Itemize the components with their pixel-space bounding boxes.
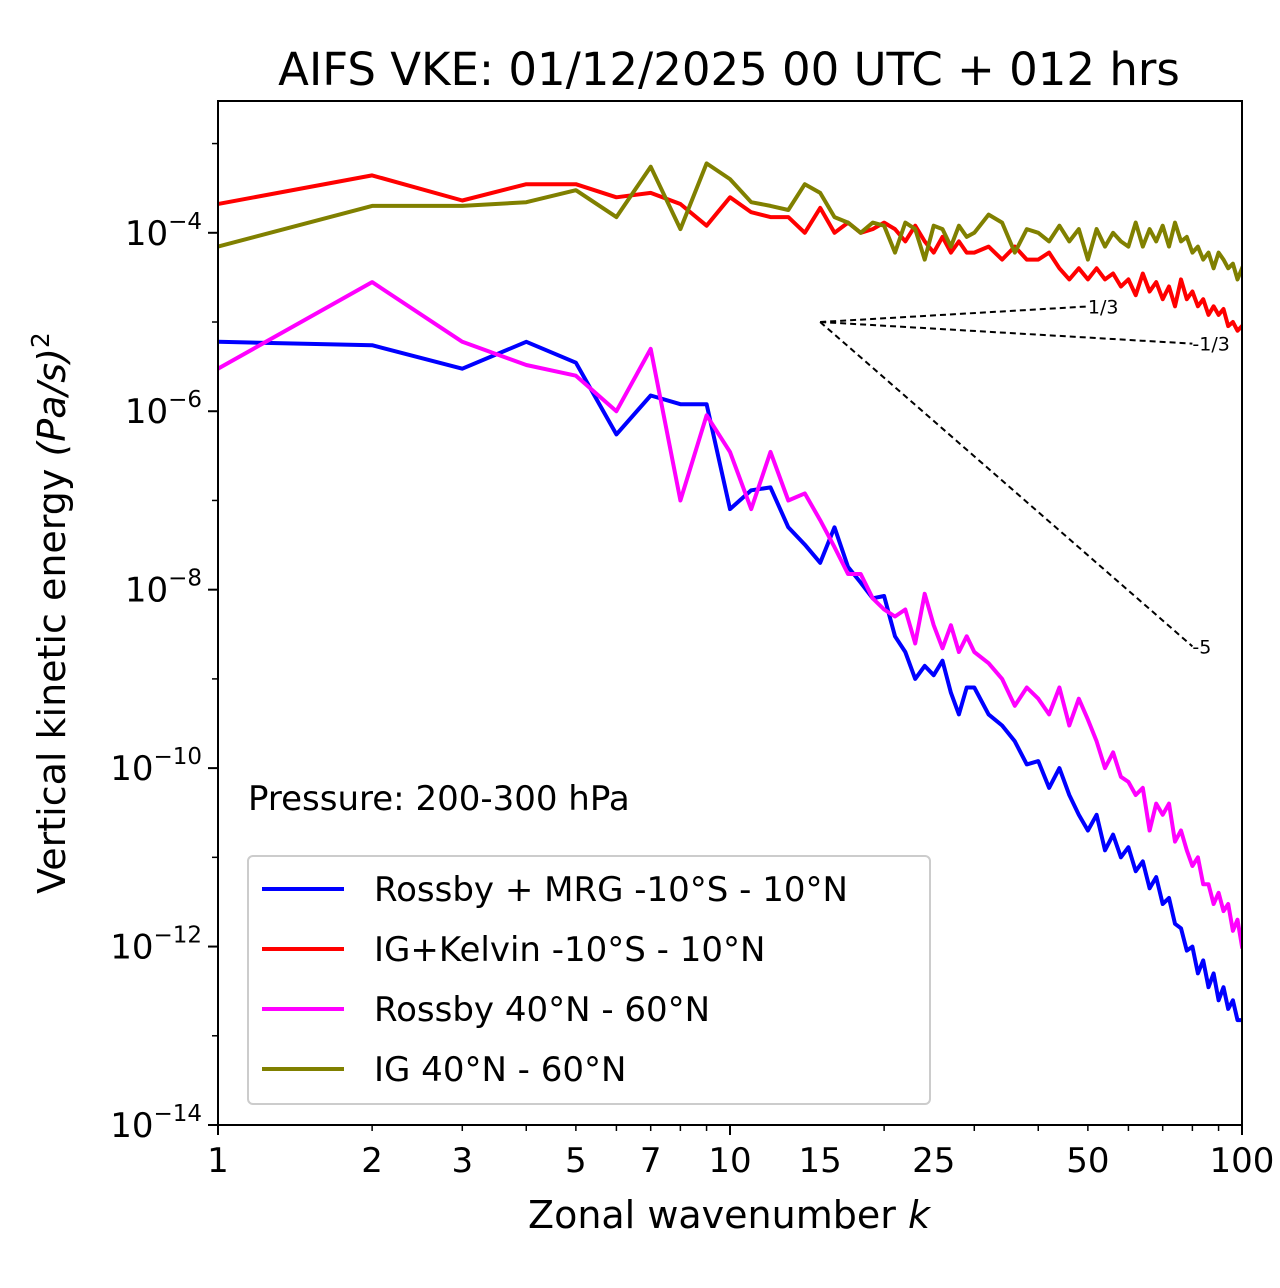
- y-tick-label: 10−10: [110, 744, 202, 789]
- y-tick-exponent: −10: [153, 744, 202, 770]
- y-tick-label: 10−4: [125, 209, 202, 254]
- x-tick-label: 100: [1210, 1141, 1275, 1181]
- slope-label-1: 1/3: [1088, 296, 1119, 318]
- legend-box: [247, 855, 931, 1105]
- legend-label-2: IG+Kelvin -10°S - 10°N: [374, 930, 765, 970]
- slope-line-2: [820, 321, 1193, 345]
- pressure-annotation: Pressure: 200-300 hPa: [248, 779, 630, 819]
- y-tick-exponent: −4: [168, 209, 202, 235]
- series-line-1: [218, 339, 1242, 1023]
- y-tick-exponent: −12: [153, 923, 202, 949]
- slope-line-1: [820, 305, 1088, 324]
- plot-frame: [217, 100, 1243, 1126]
- legend-label-3: Rossby 40°N - 60°N: [374, 990, 710, 1030]
- y-tick-label: 10−12: [110, 923, 202, 968]
- series-line-3: [218, 280, 1242, 949]
- y-tick-label: 10−14: [110, 1101, 202, 1146]
- y-tick-base: 10: [125, 392, 168, 432]
- x-tick-label: 2: [361, 1141, 383, 1181]
- x-axis-label-text: Zonal wavenumber: [528, 1193, 896, 1237]
- y-tick-label: 10−6: [125, 387, 202, 432]
- y-axis-label-exp: 2: [26, 332, 55, 348]
- slope-label-2: -1/3: [1192, 334, 1229, 356]
- x-tick-label: 1: [207, 1141, 229, 1181]
- x-tick-label: 10: [708, 1141, 751, 1181]
- y-tick-exponent: −6: [168, 387, 202, 413]
- y-tick-base: 10: [110, 1106, 153, 1146]
- chart-title: AIFS VKE: 01/12/2025 00 UTC + 012 hrs: [278, 43, 1180, 96]
- x-tick-label: 50: [1066, 1141, 1109, 1181]
- slope-line-3: [819, 321, 1194, 648]
- y-axis-label-text: Vertical kinetic energy: [30, 469, 74, 894]
- x-tick-label: 5: [565, 1141, 587, 1181]
- series-line-4: [218, 161, 1242, 282]
- legend-label-4: IG 40°N - 60°N: [374, 1050, 626, 1090]
- y-tick-label: 10−8: [125, 566, 202, 611]
- legend-label-1: Rossby + MRG -10°S - 10°N: [374, 870, 848, 910]
- y-tick-base: 10: [110, 928, 153, 968]
- y-tick-exponent: −8: [168, 566, 202, 592]
- x-axis-label-var: k: [908, 1193, 932, 1237]
- x-tick-labels: 1 2 3 5 7 10 15 25 50 100: [207, 1141, 1274, 1181]
- slope-label-3: -5: [1192, 636, 1211, 658]
- y-tick-base: 10: [110, 749, 153, 789]
- legend: Rossby + MRG -10°S - 10°N IG+Kelvin -10°S…: [247, 855, 931, 1105]
- y-tick-base: 10: [125, 571, 168, 611]
- series-layer: [218, 161, 1242, 1023]
- x-tick-label: 25: [912, 1141, 955, 1181]
- reference-lines: 1/3 -1/3 -5: [819, 296, 1230, 658]
- y-axis-label: Vertical kinetic energy (Pa/s)2: [26, 332, 74, 894]
- x-tick-label: 15: [799, 1141, 842, 1181]
- series-line-2: [218, 173, 1242, 333]
- y-tick-base: 10: [125, 214, 168, 254]
- y-axis-label-unit: (Pa/s): [30, 348, 74, 456]
- x-axis-label: Zonal wavenumber k: [528, 1193, 932, 1237]
- x-tick-label: 3: [451, 1141, 473, 1181]
- x-tick-label: 7: [640, 1141, 662, 1181]
- y-tick-exponent: −14: [153, 1101, 202, 1127]
